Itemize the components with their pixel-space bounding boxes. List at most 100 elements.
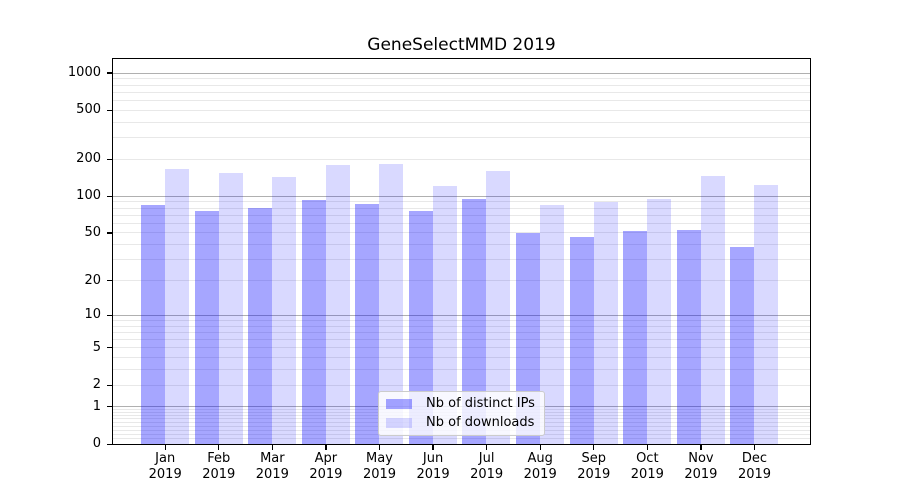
- x-tick-year: 2019: [470, 467, 504, 482]
- x-tick-year: 2019: [737, 467, 772, 482]
- x-tick-year: 2019: [523, 467, 557, 482]
- bar-distinct-ips: [194, 210, 219, 444]
- grid-line-minor: [113, 84, 810, 86]
- x-axis-tick-label: Dec 2019: [722, 451, 786, 483]
- legend-swatch-downloads: [386, 417, 412, 428]
- x-axis-tick-label: Jun 2019: [401, 451, 465, 483]
- grid-line-minor: [113, 158, 810, 160]
- x-axis-tick: [378, 445, 381, 450]
- x-tick-year: 2019: [202, 467, 236, 482]
- grid-line-minor: [113, 357, 810, 359]
- x-axis-tick: [218, 445, 220, 450]
- grid-line-minor: [113, 280, 810, 282]
- grid-line-minor: [113, 91, 810, 93]
- x-tick-year: 2019: [577, 467, 611, 482]
- x-axis-tick-label: May 2019: [347, 451, 411, 483]
- x-axis-tick: [700, 445, 702, 450]
- bar-downloads: [647, 199, 672, 444]
- y-axis-tick-label: 100: [76, 188, 101, 204]
- grid-line-minor: [113, 339, 810, 341]
- y-axis-tick-label: 0: [92, 436, 101, 451]
- bar-distinct-ips: [676, 229, 701, 444]
- grid-line-minor: [113, 99, 810, 101]
- legend-swatch-distinct-ips: [386, 399, 412, 410]
- bar-distinct-ips: [623, 230, 648, 444]
- y-axis-tick-label: 50: [84, 224, 101, 240]
- x-tick-month: Jan: [155, 451, 176, 466]
- legend-label-downloads: Nb of downloads: [426, 414, 535, 430]
- x-axis-tick: [486, 445, 488, 450]
- legend-entry-distinct-ips: Nb of distinct IPs: [386, 395, 538, 414]
- x-tick-month: Feb: [207, 451, 231, 466]
- plot-area: Nb of distinct IPs Nb of downloads: [112, 58, 811, 445]
- y-axis-tick-label: 1000: [67, 64, 101, 80]
- x-axis-tick-label: Feb 2019: [187, 451, 251, 483]
- x-tick-month: Jul: [478, 451, 495, 466]
- grid-line-major: [113, 314, 810, 316]
- y-axis-tick: [107, 347, 113, 349]
- y-axis-tick-label: 1: [92, 398, 101, 414]
- x-axis-tick: [593, 445, 595, 450]
- bar-downloads: [754, 185, 779, 444]
- x-axis-tick-label: Nov 2019: [669, 451, 733, 483]
- grid-line-minor: [113, 325, 810, 327]
- grid-line-minor: [113, 369, 810, 371]
- legend-entry-downloads: Nb of downloads: [386, 414, 538, 433]
- x-tick-year: 2019: [309, 467, 343, 482]
- grid-line-minor: [113, 319, 810, 321]
- x-axis-tick: [539, 445, 541, 450]
- x-tick-year: 2019: [255, 467, 289, 482]
- x-axis-tick-label: Oct 2019: [615, 451, 679, 483]
- x-axis-tick: [432, 445, 434, 450]
- x-axis-tick: [753, 445, 756, 450]
- bar-distinct-ips: [730, 247, 755, 444]
- y-axis-tick: [107, 195, 113, 197]
- grid-line-major: [113, 195, 810, 197]
- bar-downloads: [700, 176, 725, 444]
- grid-line-minor: [113, 207, 810, 209]
- y-axis-tick-label: 10: [84, 307, 101, 323]
- grid-line-minor: [113, 109, 810, 111]
- x-axis-tick: [271, 445, 273, 450]
- grid-line-minor: [113, 244, 810, 246]
- grid-line-minor: [113, 121, 810, 123]
- y-axis-tick: [107, 109, 113, 111]
- y-axis-tick-label: 2: [92, 377, 101, 392]
- x-tick-month: Dec: [741, 451, 768, 466]
- grid-line-minor: [113, 214, 810, 216]
- y-axis-tick: [107, 443, 113, 445]
- x-tick-month: Apr: [314, 451, 338, 466]
- x-tick-month: May: [366, 451, 393, 466]
- grid-line-minor: [113, 78, 810, 80]
- grid-line-minor: [113, 438, 810, 440]
- bar-downloads: [165, 168, 189, 444]
- grid-line-minor: [113, 331, 810, 333]
- x-axis-tick: [646, 445, 648, 450]
- grid-line-minor: [113, 201, 810, 203]
- x-axis-tick: [164, 445, 166, 450]
- bar-distinct-ips: [141, 204, 165, 444]
- bar-downloads: [272, 176, 297, 444]
- x-tick-year: 2019: [416, 467, 450, 482]
- legend-label-distinct-ips: Nb of distinct IPs: [426, 396, 535, 412]
- grid-line-minor: [113, 222, 810, 224]
- y-axis-tick: [107, 280, 113, 282]
- bar-downloads: [325, 164, 350, 444]
- y-axis-tick-label: 20: [84, 272, 101, 288]
- grid-line-major: [113, 72, 810, 74]
- legend: Nb of distinct IPs Nb of downloads: [378, 391, 545, 436]
- bar-downloads: [218, 172, 243, 444]
- y-axis-tick: [107, 406, 113, 408]
- y-axis-tick-label: 5: [92, 339, 101, 355]
- bar-distinct-ips: [301, 200, 326, 444]
- x-axis-tick-label: Apr 2019: [294, 451, 358, 483]
- y-axis-tick: [107, 232, 113, 234]
- y-axis-tick: [107, 72, 113, 74]
- bar-distinct-ips: [248, 208, 273, 444]
- bar-distinct-ips: [355, 203, 380, 444]
- x-axis-tick-label: Mar 2019: [240, 451, 304, 483]
- grid-line-minor: [113, 384, 810, 386]
- chart-title: GeneSelectMMD 2019: [367, 35, 556, 55]
- x-tick-month: Sep: [581, 451, 607, 466]
